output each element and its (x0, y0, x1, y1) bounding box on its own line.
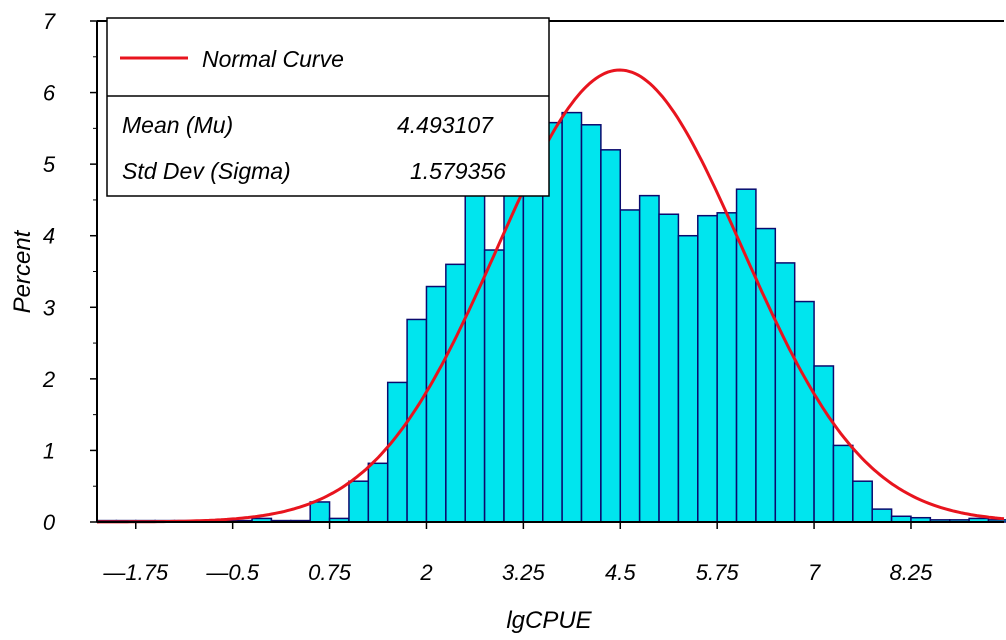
histogram-bar (406, 318, 428, 523)
legend: Normal Curve Mean (Mu) 4.493107 Std Dev … (106, 17, 550, 197)
histogram-bar (348, 480, 370, 523)
normal-curve-line (96, 68, 1005, 524)
histogram-bar (600, 149, 622, 523)
legend-curve-label: Normal Curve (202, 46, 344, 72)
histogram-bar (619, 209, 641, 523)
legend-box (106, 17, 550, 197)
y-tick-label: 7 (43, 9, 56, 34)
legend-sd-label: Std Dev (Sigma) (122, 158, 291, 184)
histogram-bar (309, 501, 331, 523)
y-ticks-group: 0 1 2 3 4 5 6 7 (42, 9, 97, 535)
histogram-bar (793, 300, 815, 523)
y-tick-label: 2 (42, 367, 55, 392)
histogram-bar (367, 462, 389, 523)
y-tick-label: 1 (43, 438, 55, 463)
x-tick-label: —1.75 (102, 560, 169, 585)
y-tick-label: 6 (43, 81, 56, 106)
x-tick-label: 4.5 (605, 560, 636, 585)
histogram-bar (697, 214, 718, 523)
y-tick-label: 4 (43, 224, 55, 249)
histogram-bar (638, 194, 660, 523)
histogram-bar (871, 508, 893, 523)
legend-mean-value: 4.493107 (397, 112, 494, 138)
histogram-bar (580, 124, 602, 523)
histogram-bar (755, 227, 777, 523)
y-tick-label: 3 (43, 295, 56, 320)
legend-mean-label: Mean (Mu) (122, 112, 233, 138)
legend-sd-value: 1.579356 (410, 158, 506, 184)
histogram-bar (658, 213, 680, 523)
x-tick-label: 3.25 (502, 560, 546, 585)
x-tick-label: 0.75 (308, 560, 352, 585)
x-tick-label: 8.25 (890, 560, 934, 585)
x-ticks-group: —1.75 —0.5 0.75 2 3.25 4.5 5.75 7 8.25 (102, 522, 933, 585)
histogram-bar (386, 381, 408, 523)
y-axis-title: Percent (9, 229, 36, 313)
x-axis-title: lgCPUE (506, 607, 592, 634)
histogram-bar (561, 111, 583, 523)
histogram-bar (464, 193, 486, 523)
histogram-bar (716, 212, 738, 523)
histogram-bar (774, 262, 796, 523)
histogram-bar (813, 365, 835, 523)
histogram-bar (425, 285, 447, 523)
x-tick-label: 2 (419, 560, 432, 585)
histogram-bar (677, 234, 699, 523)
y-tick-label: 0 (43, 510, 56, 535)
histogram-bar (832, 444, 854, 523)
histogram-bar (483, 249, 505, 523)
x-tick-label: 7 (808, 560, 821, 585)
x-tick-label: 5.75 (696, 560, 740, 585)
histogram-bar (852, 480, 873, 523)
histogram-bar (445, 263, 466, 523)
x-tick-label: —0.5 (205, 560, 259, 585)
y-tick-label: 5 (43, 152, 56, 177)
